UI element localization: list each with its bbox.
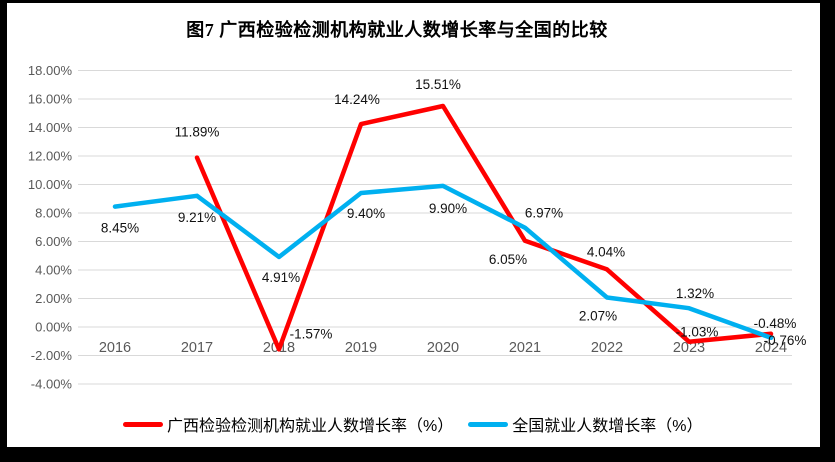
series-line xyxy=(112,183,774,341)
legend-item-national: 全国就业人数增长率（%） xyxy=(468,412,702,436)
data-label: 9.21% xyxy=(178,210,216,225)
data-label: 14.24% xyxy=(334,92,380,107)
data-label: 4.04% xyxy=(587,244,625,259)
legend-label-national: 全国就业人数增长率（%） xyxy=(512,418,703,435)
y-tick-label: 18.00% xyxy=(28,63,73,78)
y-tick-label: 14.00% xyxy=(28,120,73,135)
legend-item-guangxi: 广西检验检测机构就业人数增长率（%） xyxy=(123,412,453,436)
data-label: 4.91% xyxy=(262,270,300,285)
x-tick-label: 2022 xyxy=(591,340,623,356)
x-tick-label: 2023 xyxy=(673,340,705,356)
chart-figure: 图7 广西检验检测机构就业人数增长率与全国的比较 18.00% 16.00% 14.… xyxy=(7,3,820,447)
series-line xyxy=(194,103,774,352)
data-label: 6.97% xyxy=(525,206,563,221)
x-tick-label: 2021 xyxy=(509,340,541,356)
y-tick-label: -2.00% xyxy=(31,348,73,363)
y-tick-label: 16.00% xyxy=(28,92,73,107)
data-label: 6.05% xyxy=(489,252,527,267)
data-label: -1.03% xyxy=(676,325,719,340)
data-label: 9.90% xyxy=(429,201,467,216)
data-label: -1.57% xyxy=(290,326,333,341)
y-tick-label: 12.00% xyxy=(28,149,73,164)
x-tick-label: 2017 xyxy=(181,340,213,356)
legend-swatch-guangxi-red xyxy=(123,421,163,427)
line-chart-plot: 18.00% 16.00% 14.00% 12.00% 10.00% 8.00% 6.00%… xyxy=(28,63,807,392)
y-tick-label: 10.00% xyxy=(28,177,73,192)
data-label: 2.07% xyxy=(579,309,617,324)
data-label: -0.76% xyxy=(764,333,807,348)
data-label: 11.89% xyxy=(175,125,220,140)
data-label: 9.40% xyxy=(347,206,385,221)
chart-legend: 广西检验检测机构就业人数增长率（%） 全国就业人数增长率（%） xyxy=(123,412,702,436)
x-tick-label: 2019 xyxy=(345,340,377,356)
chart-title: 图7 广西检验检测机构就业人数增长率与全国的比较 xyxy=(186,20,608,40)
data-label: 15.51% xyxy=(415,77,461,92)
y-tick-label: 4.00% xyxy=(35,263,72,278)
data-label: 1.32% xyxy=(676,286,714,301)
y-tick-label: 0.00% xyxy=(35,320,72,335)
x-tick-label: 2020 xyxy=(427,340,459,356)
x-tick-label: 2024 xyxy=(755,340,787,356)
y-tick-label: 6.00% xyxy=(35,234,72,249)
legend-label-guangxi: 广西检验检测机构就业人数增长率（%） xyxy=(167,418,454,435)
data-label: -0.48% xyxy=(754,316,797,331)
x-tick-label: 2016 xyxy=(99,340,131,356)
legend-swatch-national-blue xyxy=(468,421,509,427)
y-tick-label: 2.00% xyxy=(35,291,72,306)
y-tick-label: 8.00% xyxy=(35,206,72,221)
data-label: 8.45% xyxy=(101,221,139,236)
y-tick-label: -4.00% xyxy=(31,377,73,392)
